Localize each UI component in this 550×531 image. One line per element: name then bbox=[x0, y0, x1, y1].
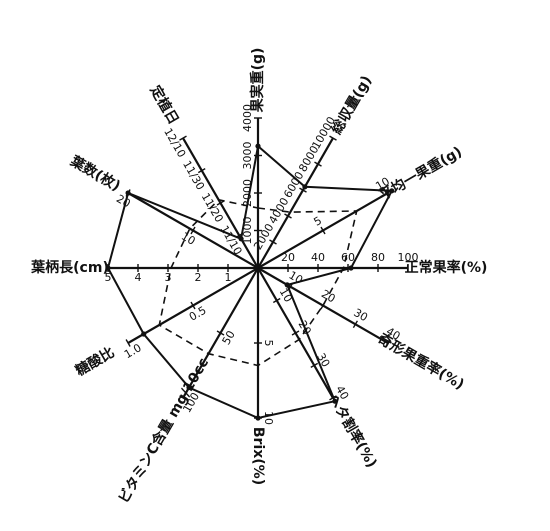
axis-6-tick bbox=[291, 330, 300, 336]
axis-2-g-tick bbox=[284, 213, 292, 219]
axis-1-g-tick-label: 3000 bbox=[241, 142, 254, 170]
axis-4-tick-label: 60 bbox=[341, 251, 355, 264]
axes-layer bbox=[107, 117, 409, 419]
axis-6-tick bbox=[272, 297, 281, 304]
axis-5-tick bbox=[352, 320, 359, 329]
axis-2-g-tick-label: 2000 bbox=[251, 221, 276, 252]
series-1-point-1 bbox=[255, 143, 261, 149]
axis-2-g-line bbox=[257, 137, 334, 269]
axis-8-c-mg-10cc-tick-label: 50 bbox=[220, 328, 238, 347]
axis-6-tick-label: 30 bbox=[314, 351, 332, 370]
axis-6-tick bbox=[310, 362, 319, 369]
axis-1-g-tick-label: 1000 bbox=[241, 217, 254, 245]
axis-4-tick-label: 80 bbox=[371, 251, 385, 264]
axis-1-g-tick-label: 4000 bbox=[241, 104, 254, 132]
axis-4-tick-label: 40 bbox=[311, 251, 325, 264]
axis-6-tick-label: 20 bbox=[296, 318, 314, 337]
axis-12-tick-label: 11/20 bbox=[199, 191, 226, 225]
axis-3-g-tick bbox=[320, 226, 326, 235]
axis-10-cm-tick-label: 5 bbox=[105, 271, 112, 284]
axis-1-g-label: 果実重(g) bbox=[249, 48, 266, 114]
axis-12-tick-label: 12/10 bbox=[161, 126, 188, 160]
axis-12-label: 定植日 bbox=[147, 83, 183, 128]
axis-1-g-tick-label: 2000 bbox=[241, 179, 254, 207]
axis-5-tick bbox=[385, 339, 391, 347]
axis-8-c-mg-10cc-label: ビタミンC含量 mg/10cc bbox=[115, 355, 212, 506]
axis-2-g-tick bbox=[329, 135, 337, 141]
axis-9-tick bbox=[190, 301, 196, 310]
series-1-point-4 bbox=[348, 265, 354, 271]
series-1-point-12 bbox=[238, 236, 244, 242]
series-1-point-10 bbox=[105, 265, 111, 271]
axis-2-g-tick-label: 4000 bbox=[266, 195, 291, 226]
axis-4-tick-label: 20 bbox=[281, 251, 295, 264]
axis-10-cm-tick-label: 3 bbox=[165, 271, 172, 284]
series-1-point-7 bbox=[255, 415, 261, 421]
axis-11-tick bbox=[190, 226, 196, 235]
axis-10-cm-tick-label: 2 bbox=[195, 271, 202, 284]
series-1-point-2 bbox=[302, 184, 308, 190]
axis-11-label: 葉数(枚) bbox=[67, 152, 124, 195]
axis-6-tick-label: 40 bbox=[333, 383, 351, 402]
series-1-point-9 bbox=[141, 331, 147, 337]
axis-7-brix-tick-label: 10 bbox=[262, 411, 275, 425]
axis-2-g-tick bbox=[269, 239, 277, 245]
axis-7-brix-label: Brix(%) bbox=[250, 427, 266, 485]
axis-12-tick bbox=[216, 200, 225, 206]
axis-12-tick bbox=[179, 135, 187, 141]
axis-5-label: 奇形果重率(%) bbox=[375, 330, 467, 393]
axis-5-tick-label: 10 bbox=[286, 269, 305, 287]
series-1-point-3 bbox=[389, 188, 395, 194]
series-1-point-8 bbox=[186, 384, 192, 391]
axis-2-g-tick bbox=[299, 187, 307, 193]
axis-4-label: 正常果率(%) bbox=[405, 259, 488, 276]
axis-10-cm-tick-label: 1 bbox=[225, 271, 232, 284]
axis-8-c-mg-10cc-tick bbox=[216, 330, 225, 336]
axis-3-g-label: 平均一果重(g) bbox=[376, 143, 465, 204]
axis-11-tick-label: 10 bbox=[179, 230, 198, 248]
series-1-point-5 bbox=[284, 282, 290, 288]
axis-2-g-tick bbox=[314, 161, 322, 167]
axis-8-c-mg-10cc-tick bbox=[179, 395, 187, 401]
axis-11-tick-label: 20 bbox=[114, 192, 133, 210]
axis-10-cm-tick-label: 4 bbox=[135, 271, 142, 284]
series-2-dashed-polygon bbox=[158, 198, 358, 367]
axis-5-tick-label: 30 bbox=[351, 306, 370, 324]
axis-6-tick-label: 10 bbox=[277, 286, 295, 305]
axis-10-cm-label: 葉柄長(cm) bbox=[30, 259, 109, 276]
axis-7-brix-tick-label: 5 bbox=[262, 340, 275, 347]
axis-4-tick-label: 100 bbox=[398, 251, 419, 264]
axis-3-g-tick-label: 5 bbox=[311, 214, 324, 229]
axis-5-tick-label: 20 bbox=[319, 287, 338, 305]
series-1-point-11 bbox=[125, 190, 131, 196]
series-layer bbox=[105, 143, 395, 421]
axis-9-tick bbox=[125, 339, 131, 347]
axis-6-label: ヘタ割率(%) bbox=[324, 390, 380, 470]
axis-2-g-label: 総収量(g) bbox=[328, 73, 375, 138]
series-1-point-6 bbox=[332, 398, 338, 404]
axis-9-label: 糖酸比 bbox=[73, 344, 118, 380]
axis-5-tick-label: 40 bbox=[384, 325, 403, 343]
axis-12-tick bbox=[197, 167, 206, 174]
axis-9-tick-label: 1.0 bbox=[122, 341, 144, 361]
axis-12-tick-label: 11/30 bbox=[180, 158, 207, 192]
axis-3-g-tick-label: 10 bbox=[373, 175, 392, 193]
